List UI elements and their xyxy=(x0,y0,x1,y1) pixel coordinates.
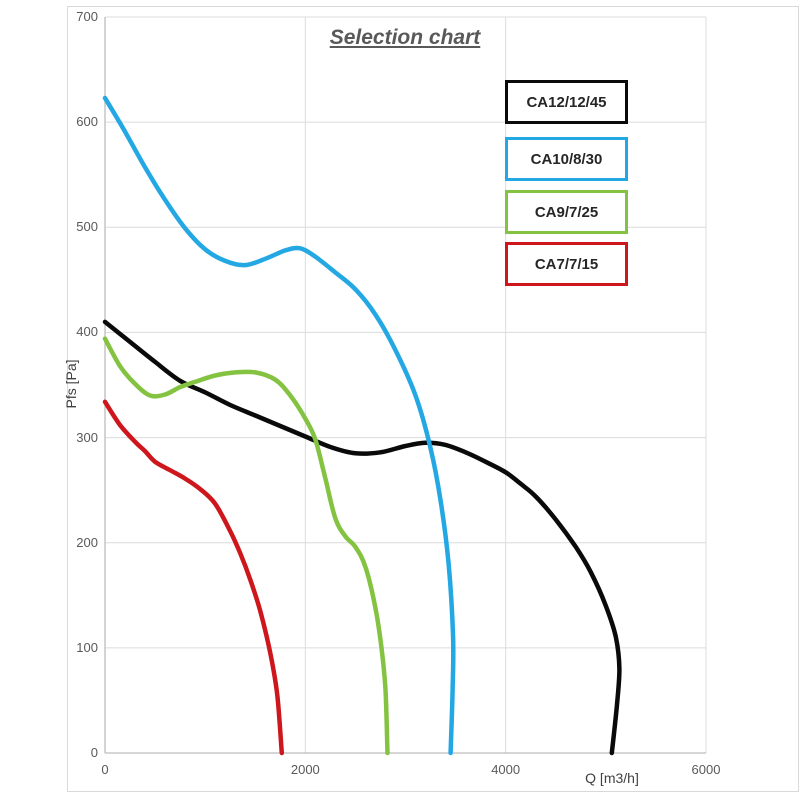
legend-label: CA10/8/30 xyxy=(530,150,603,168)
x-tick-label: 0 xyxy=(101,762,109,777)
x-tick-label: 4000 xyxy=(491,762,521,777)
series-line-CA10-8-30 xyxy=(102,95,456,756)
y-tick-label: 700 xyxy=(76,9,98,24)
y-tick-label: 600 xyxy=(76,114,98,130)
y-tick-label: 400 xyxy=(76,324,98,340)
legend-item-CA7-7-15: CA7/7/15 xyxy=(505,242,628,286)
x-tick-label: 2000 xyxy=(290,762,320,777)
legend-item-CA9-7-25: CA9/7/25 xyxy=(505,190,628,234)
legend-item-CA10-8-30: CA10/8/30 xyxy=(505,137,628,181)
x-axis-title: Q [m3/h] xyxy=(585,770,639,786)
y-tick-label: 500 xyxy=(76,219,98,235)
legend-label: CA9/7/25 xyxy=(534,203,599,221)
y-tick-label: 300 xyxy=(76,429,98,445)
y-tick-label: 200 xyxy=(76,534,98,550)
series-line-CA12-12-45 xyxy=(102,319,622,756)
series-line-CA7-7-15 xyxy=(102,399,285,756)
legend-item-CA12-12-45: CA12/12/45 xyxy=(505,80,628,124)
legend-label: CA7/7/15 xyxy=(534,255,599,273)
x-tick-label: 6000 xyxy=(691,762,721,777)
series-line-CA9-7-25 xyxy=(102,336,390,756)
legend-label: CA12/12/45 xyxy=(526,93,607,111)
chart-frame xyxy=(67,6,799,792)
chart-title: Selection chart xyxy=(329,26,481,49)
y-tick-label: 100 xyxy=(76,639,98,655)
y-tick-label: 0 xyxy=(90,745,98,760)
y-axis-title: Pfs [Pa] xyxy=(63,359,79,409)
